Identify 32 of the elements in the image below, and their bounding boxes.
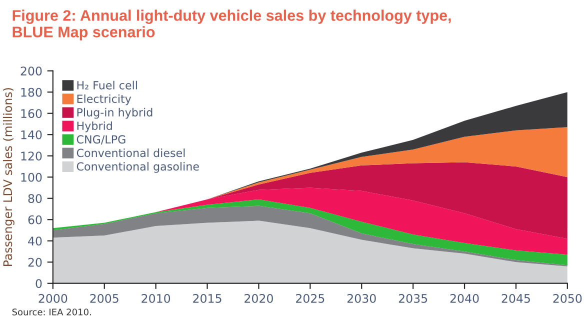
- x-tick-label: 2030: [347, 294, 376, 303]
- y-axis-title: Passenger LDV sales (millions): [2, 88, 14, 266]
- legend-label: Hybrid: [77, 121, 112, 132]
- x-tick-label: 2000: [38, 294, 68, 303]
- x-tick-label: 2045: [502, 294, 530, 303]
- legend-label: H₂ Fuel cell: [77, 80, 137, 90]
- legend-label: Electricity: [77, 94, 132, 106]
- legend-label: Plug-in hybrid: [77, 108, 152, 119]
- y-tick-label: 120: [21, 152, 42, 160]
- y-tick-label: 160: [21, 109, 42, 118]
- x-tick-label: 2025: [296, 294, 324, 303]
- legend-label: Conventional diesel: [76, 148, 185, 158]
- legend-label: Conventional gasoline: [76, 162, 199, 173]
- x-tick-label: 2050: [553, 294, 582, 303]
- y-tick-label: 40: [28, 236, 42, 246]
- source-note: Source: IEA 2010.: [12, 308, 91, 316]
- y-tick-label: 60: [28, 215, 42, 224]
- x-tick-label: 2035: [398, 294, 428, 303]
- x-tick-label: 2005: [90, 294, 118, 303]
- x-tick-label: 2040: [450, 294, 479, 303]
- x-tick-label: 2015: [193, 294, 222, 303]
- y-tick-label: 0: [36, 279, 42, 288]
- y-tick-label: 140: [21, 130, 42, 140]
- chart-title: Figure 2: Annual light-duty vehicle sales by technology type, BLUE Map scenario: [12, 10, 451, 40]
- x-tick-label: 2020: [244, 294, 273, 303]
- y-tick-label: 200: [20, 66, 42, 76]
- y-tick-label: 80: [28, 194, 42, 204]
- y-tick-label: 180: [21, 88, 42, 97]
- x-tick-label: 2010: [142, 294, 170, 303]
- legend-label: CNG/LPG: [76, 135, 126, 144]
- y-tick-label: 20: [28, 258, 42, 267]
- y-tick-label: 100: [21, 172, 42, 182]
